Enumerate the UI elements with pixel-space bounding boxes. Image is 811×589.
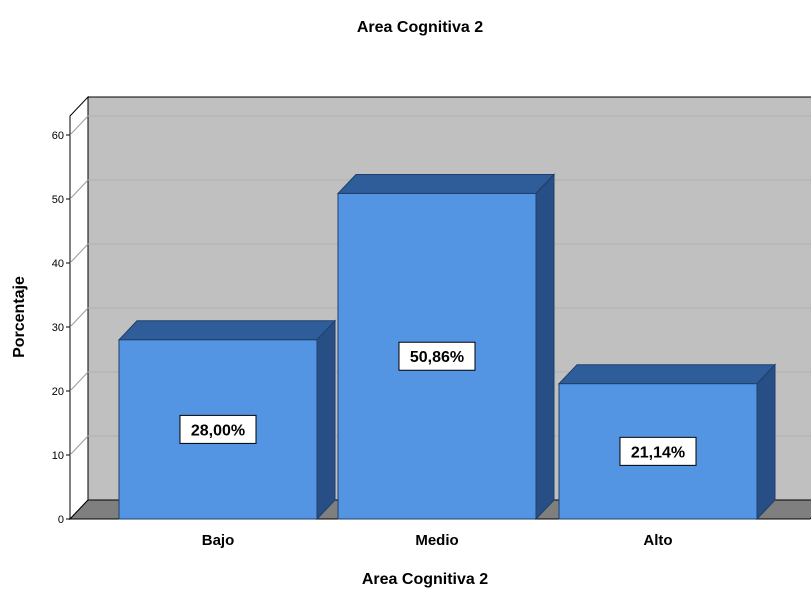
bar-side <box>756 363 776 521</box>
y-tick-label: 40 <box>52 258 64 270</box>
bar-top <box>336 173 556 194</box>
y-tick-label: 20 <box>52 386 64 398</box>
bar-top <box>117 320 337 341</box>
gridline-side <box>69 179 89 200</box>
plot-left-wall <box>69 95 89 521</box>
bar-bajo: 28,00% <box>117 319 337 521</box>
category-label: Bajo <box>202 532 235 549</box>
y-tick-label: 10 <box>52 450 64 462</box>
bar-top <box>557 364 777 385</box>
data-label-text: 21,14% <box>631 444 685 461</box>
gridline-side <box>69 243 89 264</box>
gridline-side <box>69 371 89 392</box>
bar-side <box>535 173 555 521</box>
bars: 28,00% 50,86% 21,14% <box>117 173 777 521</box>
y-tick-label: 60 <box>52 130 64 142</box>
category-label: Alto <box>643 532 672 549</box>
data-label: 28,00% <box>179 414 257 444</box>
gridline-side <box>69 435 89 456</box>
y-tick-label: 0 <box>58 514 64 526</box>
data-label-text: 50,86% <box>410 349 464 366</box>
gridline-side <box>69 307 89 328</box>
gridline-side <box>69 115 89 136</box>
bar-medio: 50,86% <box>336 173 556 521</box>
category-label: Medio <box>415 532 458 549</box>
data-label-box <box>179 414 257 444</box>
x-axis-title: Area Cognitiva 2 <box>362 571 488 588</box>
data-label-box <box>619 436 697 466</box>
data-label: 50,86% <box>398 341 476 371</box>
data-label-text: 28,00% <box>191 422 245 439</box>
bar-alto: 21,14% <box>557 363 777 521</box>
x-axis-categories: Bajo Medio Alto <box>202 532 673 549</box>
data-label-box <box>398 341 476 371</box>
y-axis-title: Porcentaje <box>11 276 28 358</box>
y-axis-ticks: 0 10 20 30 40 50 60 <box>52 130 70 526</box>
y-tick-label: 30 <box>52 322 64 334</box>
bar-side <box>316 319 336 521</box>
data-label: 21,14% <box>619 436 697 466</box>
y-tick-label: 50 <box>52 194 64 206</box>
chart-title: Area Cognitiva 2 <box>357 19 483 36</box>
